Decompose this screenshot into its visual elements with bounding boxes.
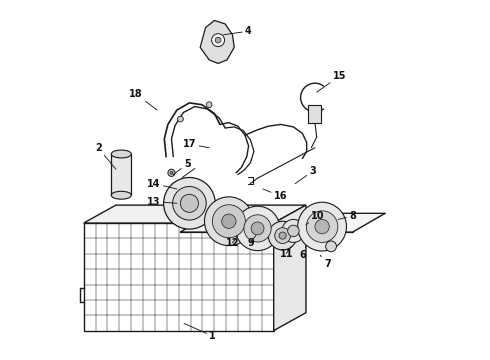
Circle shape [164,177,215,229]
Circle shape [288,225,299,237]
Polygon shape [200,21,234,63]
Polygon shape [180,213,385,232]
Circle shape [251,222,264,235]
Text: 11: 11 [279,246,293,258]
Polygon shape [84,205,306,223]
Circle shape [215,37,221,43]
Circle shape [204,197,253,246]
Circle shape [212,34,224,46]
Circle shape [206,102,212,108]
Circle shape [212,205,245,238]
Circle shape [326,241,337,252]
Text: 7: 7 [320,255,331,269]
Circle shape [170,171,173,174]
Text: 8: 8 [338,211,356,221]
Circle shape [275,228,291,243]
Text: 1: 1 [184,323,216,341]
Circle shape [180,194,198,212]
Text: 10: 10 [306,211,325,225]
Ellipse shape [111,191,131,199]
Text: 6: 6 [299,246,306,260]
Text: 9: 9 [247,235,256,248]
Circle shape [298,202,346,251]
Circle shape [177,116,183,122]
Text: 12: 12 [226,235,239,248]
Circle shape [269,221,297,250]
Circle shape [282,220,305,242]
Text: 18: 18 [129,89,157,110]
Text: 15: 15 [317,71,346,92]
Text: 17: 17 [183,139,209,149]
Circle shape [235,206,280,251]
Polygon shape [274,205,306,330]
Bar [111,154,131,195]
Bar [309,105,321,123]
Text: 13: 13 [147,197,177,207]
Circle shape [221,214,236,228]
Text: 2: 2 [95,143,116,169]
Text: 4: 4 [223,26,252,36]
Circle shape [172,186,206,220]
Text: 3: 3 [295,166,317,184]
Text: 5: 5 [173,159,191,175]
Circle shape [168,169,175,176]
Circle shape [279,232,286,239]
Circle shape [306,211,338,242]
Circle shape [315,220,329,234]
Text: 16: 16 [263,189,287,201]
Text: 14: 14 [147,179,177,189]
Circle shape [244,215,271,242]
Ellipse shape [111,150,131,158]
